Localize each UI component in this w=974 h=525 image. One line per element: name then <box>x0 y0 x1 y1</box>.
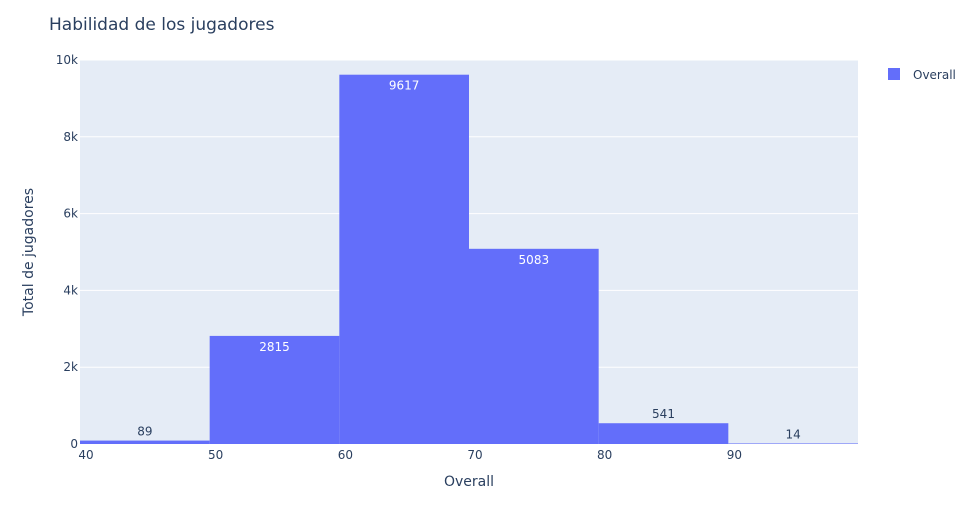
histogram-bar[interactable] <box>339 74 469 444</box>
y-tick-label: 6k <box>63 207 78 221</box>
y-tick-label: 2k <box>63 360 78 374</box>
legend-label[interactable]: Overall <box>913 68 956 82</box>
y-tick-label: 4k <box>63 283 78 297</box>
y-tick-label: 0 <box>70 437 78 451</box>
bar-value-label: 5083 <box>519 253 550 267</box>
bar-value-label: 89 <box>137 425 152 439</box>
chart-title: Habilidad de los jugadores <box>49 15 275 35</box>
legend[interactable]: Overall <box>888 68 956 82</box>
histogram-bar[interactable] <box>209 335 340 444</box>
bar-value-label: 14 <box>786 427 801 441</box>
y-tick-label: 10k <box>56 53 78 67</box>
x-tick-label: 40 <box>78 448 93 462</box>
bar-labels: 89 2815 9617 5083 541 14 <box>137 79 801 442</box>
bar-value-label: 9617 <box>389 79 420 93</box>
x-axis-title: Overall <box>444 474 494 490</box>
x-tick-label: 70 <box>467 448 482 462</box>
x-tick-label: 50 <box>208 448 223 462</box>
x-axis-ticks: 40 50 60 70 80 90 <box>78 448 742 462</box>
histogram-bar[interactable] <box>598 423 729 444</box>
x-tick-label: 90 <box>727 448 742 462</box>
bar-value-label: 2815 <box>259 340 290 354</box>
histogram-bar[interactable] <box>80 440 210 444</box>
histogram-bar[interactable] <box>469 248 599 444</box>
histogram-bar[interactable] <box>728 443 858 444</box>
y-tick-label: 8k <box>63 130 78 144</box>
bars <box>80 74 858 444</box>
y-axis-ticks: 0 2k 4k 6k 8k 10k <box>56 53 78 451</box>
x-tick-label: 80 <box>597 448 612 462</box>
legend-swatch[interactable] <box>888 68 900 80</box>
x-tick-label: 60 <box>338 448 353 462</box>
bar-value-label: 541 <box>652 407 675 421</box>
y-axis-title: Total de jugadores <box>21 188 37 317</box>
